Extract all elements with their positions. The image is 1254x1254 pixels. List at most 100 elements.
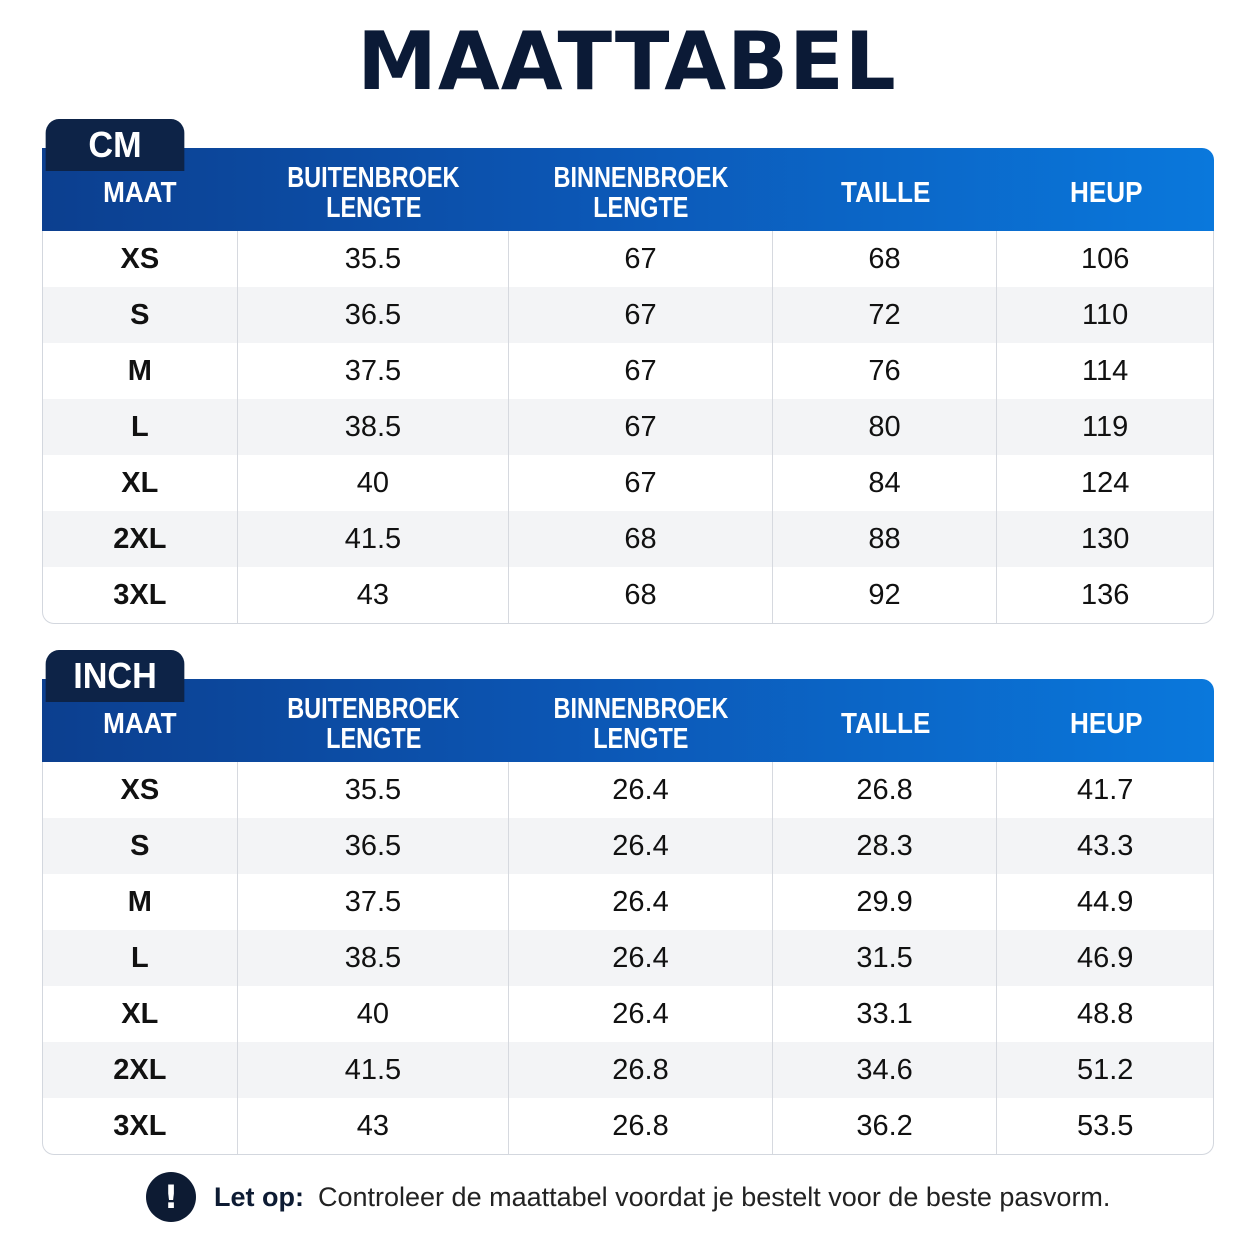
waist-cell: 76 bbox=[773, 343, 998, 399]
inseam-cell: 26.8 bbox=[509, 1098, 773, 1154]
header-size: MAAT bbox=[102, 176, 177, 209]
size-cell: S bbox=[43, 287, 238, 343]
inseam-cell: 67 bbox=[509, 231, 773, 287]
outseam-cell: 35.5 bbox=[238, 231, 510, 287]
table-row: L 38.5 26.4 31.5 46.9 bbox=[43, 930, 1213, 986]
hip-cell: 44.9 bbox=[1076, 885, 1134, 918]
header-waist: TAILLE bbox=[840, 176, 931, 209]
hip-cell: 114 bbox=[1082, 354, 1129, 387]
header-inseam-length: BINNENBROEK LENGTE bbox=[553, 692, 729, 755]
outseam-cell: 43 bbox=[238, 1098, 510, 1154]
size-cell: L bbox=[43, 399, 238, 455]
table-row: L 38.5 67 80 119 bbox=[43, 399, 1213, 455]
outseam-cell: 40 bbox=[238, 986, 510, 1042]
table-header: MAAT BUITENBROEK LENGTE BINNENBROEK LENGTE… bbox=[42, 148, 1214, 231]
size-table-cm: MAAT BUITENBROEK LENGTE BINNENBROEK LENGTE… bbox=[42, 148, 1214, 624]
outseam-cell: 38.5 bbox=[238, 399, 510, 455]
size-cell: 3XL bbox=[43, 567, 238, 623]
fit-note: ! Let op: Controleer de maattabel voorda… bbox=[146, 1172, 1110, 1222]
hip-cell: 130 bbox=[1080, 522, 1130, 555]
inseam-cell: 26.4 bbox=[509, 762, 773, 818]
outseam-cell: 41.5 bbox=[238, 511, 510, 567]
waist-cell: 88 bbox=[773, 511, 998, 567]
inseam-cell: 67 bbox=[509, 455, 773, 511]
table-body: XS 35.5 26.4 26.8 41.7 S 36.5 26.4 28.3 43.3 M 37.5… bbox=[42, 762, 1214, 1155]
table-row: S 36.5 67 72 110 bbox=[43, 287, 1213, 343]
table-body: XS 35.5 67 68 106 S 36.5 67 72 110 M 37.5 67 76 114 L 38… bbox=[42, 231, 1214, 624]
header-hip: HEUP bbox=[1069, 176, 1143, 209]
outseam-cell: 36.5 bbox=[238, 818, 510, 874]
size-table-inch: MAAT BUITENBROEK LENGTE BINNENBROEK LENGTE… bbox=[42, 679, 1214, 1155]
header-waist: TAILLE bbox=[840, 707, 931, 740]
hip-cell: 119 bbox=[1082, 410, 1129, 443]
inseam-cell: 67 bbox=[509, 343, 773, 399]
table-row: M 37.5 67 76 114 bbox=[43, 343, 1213, 399]
waist-cell: 26.8 bbox=[773, 762, 998, 818]
note-label: Let op: bbox=[214, 1181, 304, 1212]
outseam-cell: 41.5 bbox=[238, 1042, 510, 1098]
table-row: XL 40 67 84 124 bbox=[43, 455, 1213, 511]
hip-cell: 136 bbox=[1080, 578, 1130, 611]
waist-cell: 68 bbox=[773, 231, 998, 287]
inseam-cell: 26.4 bbox=[509, 818, 773, 874]
hip-cell: 124 bbox=[1080, 466, 1130, 499]
inseam-cell: 68 bbox=[509, 511, 773, 567]
size-cell: XS bbox=[43, 231, 238, 287]
header-size: MAAT bbox=[102, 707, 177, 740]
size-cell: 2XL bbox=[43, 1042, 238, 1098]
exclamation-icon: ! bbox=[146, 1172, 196, 1222]
table-row: XS 35.5 26.4 26.8 41.7 bbox=[43, 762, 1213, 818]
hip-cell: 53.5 bbox=[1076, 1109, 1134, 1142]
waist-cell: 34.6 bbox=[773, 1042, 998, 1098]
inseam-cell: 26.8 bbox=[509, 1042, 773, 1098]
table-row: M 37.5 26.4 29.9 44.9 bbox=[43, 874, 1213, 930]
outseam-cell: 37.5 bbox=[238, 343, 510, 399]
header-outseam-length: BUITENBROEK LENGTE bbox=[286, 161, 460, 224]
header-outseam-length: BUITENBROEK LENGTE bbox=[286, 692, 460, 755]
size-cell: XL bbox=[43, 986, 238, 1042]
hip-cell: 106 bbox=[1080, 242, 1130, 275]
outseam-cell: 37.5 bbox=[238, 874, 510, 930]
header-hip: HEUP bbox=[1069, 707, 1143, 740]
waist-cell: 84 bbox=[773, 455, 998, 511]
inseam-cell: 26.4 bbox=[509, 930, 773, 986]
waist-cell: 92 bbox=[773, 567, 998, 623]
waist-cell: 29.9 bbox=[773, 874, 998, 930]
hip-cell: 41.7 bbox=[1076, 773, 1134, 806]
table-header: MAAT BUITENBROEK LENGTE BINNENBROEK LENGTE… bbox=[42, 679, 1214, 762]
waist-cell: 80 bbox=[773, 399, 998, 455]
inseam-cell: 26.4 bbox=[509, 986, 773, 1042]
outseam-cell: 40 bbox=[238, 455, 510, 511]
unit-tab-inch: INCH bbox=[45, 650, 185, 702]
inseam-cell: 26.4 bbox=[509, 874, 773, 930]
table-row: 3XL 43 68 92 136 bbox=[43, 567, 1213, 623]
size-cell: S bbox=[43, 818, 238, 874]
hip-cell: 110 bbox=[1082, 298, 1129, 331]
hip-cell: 51.2 bbox=[1076, 1053, 1134, 1086]
unit-tab-cm: CM bbox=[45, 119, 185, 171]
size-cell: XS bbox=[43, 762, 238, 818]
outseam-cell: 43 bbox=[238, 567, 510, 623]
hip-cell: 46.9 bbox=[1076, 941, 1134, 974]
outseam-cell: 35.5 bbox=[238, 762, 510, 818]
outseam-cell: 36.5 bbox=[238, 287, 510, 343]
size-cell: M bbox=[43, 874, 238, 930]
table-row: XS 35.5 67 68 106 bbox=[43, 231, 1213, 287]
note-text: Controleer de maattabel voordat je beste… bbox=[317, 1181, 1111, 1212]
size-cell: XL bbox=[43, 455, 238, 511]
table-row: 3XL 43 26.8 36.2 53.5 bbox=[43, 1098, 1213, 1154]
hip-cell: 43.3 bbox=[1076, 829, 1134, 862]
table-row: 2XL 41.5 68 88 130 bbox=[43, 511, 1213, 567]
waist-cell: 36.2 bbox=[773, 1098, 998, 1154]
size-cell: 2XL bbox=[43, 511, 238, 567]
waist-cell: 28.3 bbox=[773, 818, 998, 874]
inseam-cell: 67 bbox=[509, 287, 773, 343]
waist-cell: 33.1 bbox=[773, 986, 998, 1042]
hip-cell: 48.8 bbox=[1076, 997, 1134, 1030]
table-row: 2XL 41.5 26.8 34.6 51.2 bbox=[43, 1042, 1213, 1098]
inseam-cell: 68 bbox=[509, 567, 773, 623]
size-cell: 3XL bbox=[43, 1098, 238, 1154]
table-row: S 36.5 26.4 28.3 43.3 bbox=[43, 818, 1213, 874]
table-row: XL 40 26.4 33.1 48.8 bbox=[43, 986, 1213, 1042]
waist-cell: 72 bbox=[773, 287, 998, 343]
